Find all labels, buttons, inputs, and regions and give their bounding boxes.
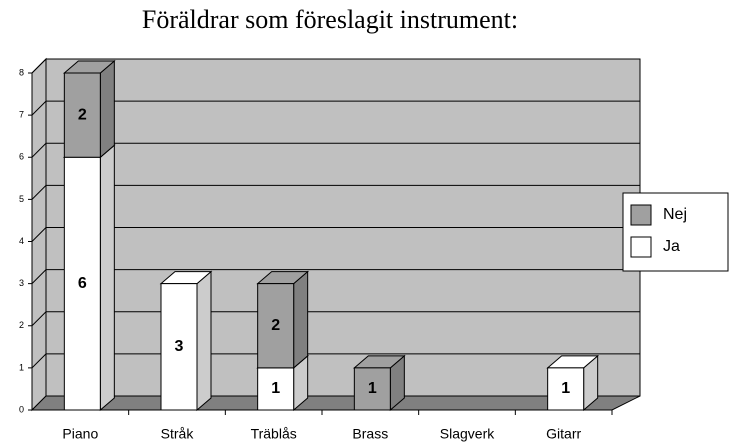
bar-side <box>196 270 212 412</box>
bar <box>547 367 585 411</box>
data-label: 2 <box>78 106 87 123</box>
grid-line <box>31 185 47 200</box>
x-tick-label: Träblås <box>251 426 297 442</box>
y-tick-label: 4 <box>19 236 24 246</box>
x-tick-label: Stråk <box>161 426 195 442</box>
y-tick-label: 8 <box>19 67 24 77</box>
data-label: 1 <box>561 380 570 397</box>
x-tick-label: Piano <box>62 426 98 442</box>
y-tick-label: 0 <box>19 404 24 414</box>
legend-swatch <box>630 204 652 226</box>
data-label: 1 <box>271 380 280 397</box>
grid-line <box>31 227 47 242</box>
bar <box>353 367 391 411</box>
grid-line <box>31 311 47 327</box>
x-tick-label: Brass <box>352 426 388 442</box>
bar-side <box>99 59 115 159</box>
legend-swatch <box>630 236 652 258</box>
y-tick-label: 3 <box>19 278 24 288</box>
legend-label: Nej <box>663 206 687 223</box>
grid-line <box>31 58 47 74</box>
grid-line <box>31 353 47 369</box>
bar-side <box>293 270 309 369</box>
data-label: 3 <box>175 338 184 355</box>
y-tick-label: 1 <box>19 362 24 372</box>
bar <box>63 156 101 411</box>
grid-line <box>31 100 47 116</box>
y-tick-label: 6 <box>19 152 24 162</box>
chart-title: Föräldrar som föreslagit instrument: <box>142 5 518 34</box>
y-tick-label: 5 <box>19 194 24 204</box>
x-tick-label: Gitarr <box>546 426 581 442</box>
grid-line <box>31 269 47 284</box>
data-label: 2 <box>271 317 280 334</box>
y-tick-label: 7 <box>19 110 24 120</box>
bar <box>160 283 198 411</box>
data-label: 6 <box>78 275 87 292</box>
x-tick-label: Slagverk <box>440 426 495 442</box>
bar <box>63 72 101 158</box>
y-tick-label: 2 <box>19 320 24 330</box>
grid-line <box>31 142 47 158</box>
bar-side <box>99 144 115 412</box>
data-label: 1 <box>368 380 377 397</box>
legend-label: Ja <box>663 238 680 255</box>
bar <box>257 283 295 369</box>
